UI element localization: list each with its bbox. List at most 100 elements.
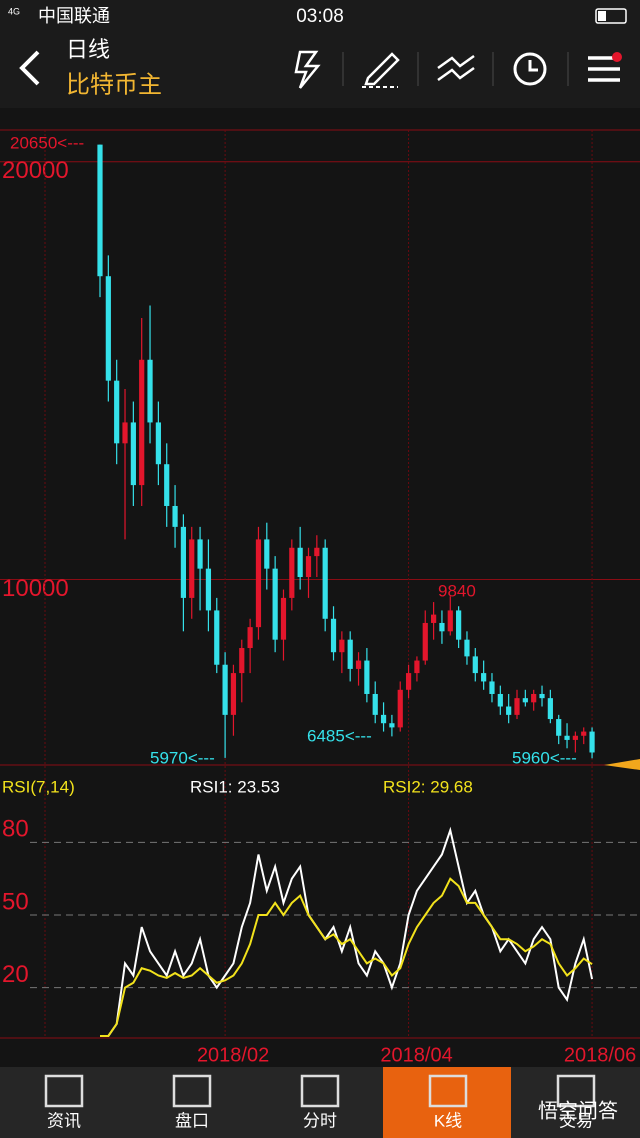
- candle-body: [297, 547, 303, 578]
- period[interactable]: 日线: [66, 37, 110, 62]
- price-pointer: [604, 759, 640, 770]
- candle-body: [431, 614, 437, 623]
- chart-area: 10000 20000 2018/02 2018/04 2018/06 20650<---…: [0, 129, 640, 1066]
- tab-label[interactable]: 盘口: [175, 1111, 209, 1130]
- candle-body: [214, 610, 220, 665]
- candle-body: [180, 526, 186, 598]
- candle-body: [372, 693, 378, 715]
- indicator-icon[interactable]: [437, 54, 475, 82]
- back-button[interactable]: [19, 50, 40, 86]
- x-tick-label: 2018/02: [197, 1044, 269, 1066]
- candle-body: [481, 673, 487, 682]
- candle-body: [364, 660, 370, 694]
- tabs: 资讯 盘口 分时 K线 交易: [44, 1074, 596, 1130]
- candle-body: [497, 693, 503, 707]
- legend-entry: RSI1: 23.53: [190, 777, 280, 796]
- candle-body: [105, 276, 111, 381]
- candle-body: [439, 622, 445, 632]
- tab-icon: [556, 1074, 596, 1108]
- tab-icon: [428, 1074, 468, 1108]
- candle-body: [397, 689, 403, 728]
- candle-body: [222, 664, 228, 715]
- annotation: 9840: [438, 581, 476, 600]
- candle-body: [339, 639, 345, 653]
- candle-body: [405, 673, 412, 690]
- candle-body: [380, 714, 387, 724]
- candle-body: [289, 547, 295, 598]
- annotation: 5960<---: [512, 748, 577, 767]
- draw-icon[interactable]: [364, 52, 400, 86]
- battery: [595, 8, 627, 24]
- y-tick-label: 20000: [2, 157, 69, 184]
- candle-body: [564, 735, 570, 740]
- legend-entry: RSI2: 29.68: [383, 777, 473, 796]
- clock-icon[interactable]: [513, 52, 547, 86]
- candle-body: [155, 422, 161, 465]
- candle-body: [314, 547, 320, 557]
- candle-body: [422, 622, 428, 661]
- candle-body: [230, 673, 237, 715]
- candle-body: [280, 597, 287, 640]
- tab-bar: [0, 1067, 640, 1138]
- tab-icon: [300, 1074, 340, 1108]
- candle-body: [272, 568, 278, 640]
- candle-body: [147, 359, 153, 423]
- symbol: 比特币主: [66, 71, 162, 98]
- y-tick-label: 80: [2, 816, 29, 843]
- candle-body: [122, 422, 128, 444]
- candle-body: [489, 681, 495, 694]
- candle-body: [589, 731, 595, 753]
- separators: [342, 52, 569, 86]
- candle-body: [572, 735, 578, 740]
- candle-body: [114, 380, 120, 444]
- battery-level: [598, 11, 606, 21]
- candle-body: [514, 698, 520, 715]
- candle-body: [172, 505, 178, 527]
- candle-body: [164, 464, 170, 506]
- tab-icon: [44, 1074, 84, 1108]
- tab-label[interactable]: 分时: [303, 1111, 337, 1130]
- tab-icon: [172, 1074, 212, 1108]
- candle-body: [189, 539, 195, 598]
- candle-body: [239, 648, 245, 674]
- annotation: 20650<---: [10, 133, 84, 152]
- candle-body: [522, 698, 528, 703]
- candle-body: [456, 610, 462, 640]
- y-tick-label: 50: [2, 888, 29, 915]
- candle-body: [547, 698, 553, 720]
- candle-body: [355, 660, 362, 669]
- candle-body: [97, 144, 103, 277]
- candle-body: [414, 660, 420, 674]
- candle-body: [330, 618, 337, 653]
- carrier: 中国联通: [38, 6, 110, 26]
- candle-body: [139, 359, 145, 486]
- notice-dot: [612, 52, 622, 62]
- y-tick-label: 10000: [2, 575, 69, 602]
- candle-body: [581, 731, 587, 736]
- candle-body: [205, 568, 212, 611]
- candle-body: [255, 539, 262, 628]
- x-tick-label: 2018/04: [380, 1044, 452, 1066]
- candle-body: [447, 610, 453, 632]
- tab-label[interactable]: 交易: [559, 1111, 593, 1130]
- candle-body: [539, 693, 545, 699]
- active-tab: [383, 1067, 511, 1138]
- tab-label[interactable]: 资讯: [47, 1111, 81, 1130]
- annotation: 5970<---: [150, 748, 215, 767]
- clock: 03:08: [296, 6, 344, 27]
- tab-label[interactable]: K线: [434, 1111, 462, 1130]
- candle-body: [305, 556, 312, 578]
- candle-body: [389, 723, 395, 728]
- clock-hands: [528, 60, 538, 72]
- candle-body: [247, 627, 253, 649]
- candle-body: [556, 719, 562, 736]
- candle-body: [322, 547, 328, 619]
- candle-body: [130, 422, 136, 486]
- flash-icon[interactable]: [294, 50, 321, 89]
- candle-body: [347, 639, 353, 669]
- candle-body: [197, 539, 203, 569]
- network: 4G: [8, 6, 20, 16]
- candle-body: [472, 656, 478, 674]
